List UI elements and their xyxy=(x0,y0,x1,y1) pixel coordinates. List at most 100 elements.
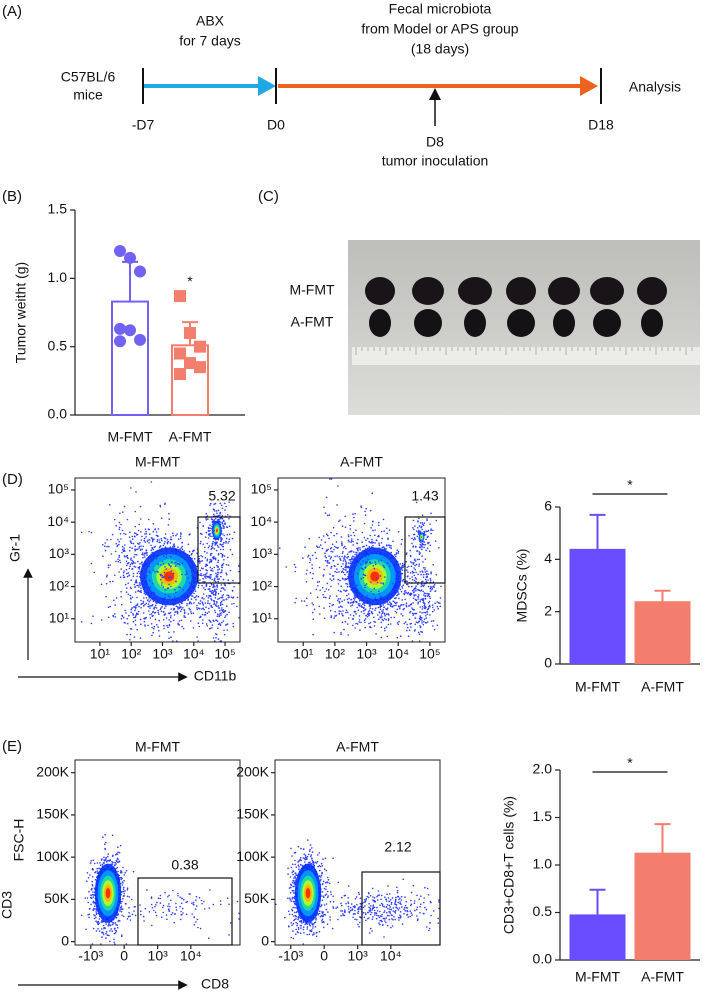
event-dot xyxy=(194,590,197,592)
event-dot xyxy=(309,571,312,574)
event-dot xyxy=(430,620,433,622)
event-dot xyxy=(172,572,175,575)
event-dot xyxy=(338,571,340,573)
event-dot xyxy=(198,625,201,628)
event-dot xyxy=(125,591,128,593)
event-dot xyxy=(415,585,417,587)
day-label: -D7 xyxy=(132,117,155,133)
event-dot xyxy=(174,565,177,567)
event-dot xyxy=(145,559,148,562)
event-dot xyxy=(211,547,213,550)
event-dot xyxy=(138,586,140,588)
event-dot xyxy=(114,922,117,924)
event-dot xyxy=(424,544,427,546)
event-dot xyxy=(209,558,211,561)
event-dot xyxy=(145,558,148,560)
event-dot xyxy=(374,542,376,544)
event-dot xyxy=(427,594,430,596)
event-dot xyxy=(211,627,213,629)
event-dot xyxy=(366,561,369,563)
event-dot xyxy=(426,519,428,521)
event-dot xyxy=(213,513,215,516)
event-dot xyxy=(135,615,137,617)
event-dot xyxy=(335,541,338,543)
event-dot xyxy=(115,930,118,932)
event-dot xyxy=(217,565,219,568)
event-dot xyxy=(371,602,373,605)
event-dot xyxy=(364,621,366,624)
event-dot xyxy=(150,903,153,906)
event-dot xyxy=(206,575,209,578)
event-dot xyxy=(355,554,358,556)
event-dot xyxy=(137,590,140,592)
event-dot xyxy=(406,575,409,578)
event-dot xyxy=(210,604,212,607)
event-dot xyxy=(147,599,149,601)
event-dot xyxy=(224,522,226,524)
event-dot xyxy=(209,554,212,556)
event-dot xyxy=(390,616,393,619)
event-dot xyxy=(343,555,346,557)
event-dot xyxy=(201,608,203,610)
event-dot xyxy=(208,628,211,630)
event-dot xyxy=(119,512,121,515)
event-dot xyxy=(200,555,202,557)
event-dot xyxy=(125,555,128,557)
event-dot xyxy=(170,602,173,605)
event-dot xyxy=(88,890,90,893)
event-dot xyxy=(346,583,349,585)
event-dot xyxy=(122,574,125,577)
event-dot xyxy=(378,544,381,546)
x-tick-label: 10¹ xyxy=(90,646,111,662)
event-dot xyxy=(165,603,167,605)
event-dot xyxy=(324,512,327,514)
event-dot xyxy=(114,616,117,618)
event-dot xyxy=(169,598,172,601)
event-dot xyxy=(184,616,187,619)
event-dot xyxy=(169,546,172,548)
event-dot xyxy=(135,534,138,536)
event-dot xyxy=(140,531,142,533)
event-dot xyxy=(403,593,406,596)
event-dot xyxy=(342,551,344,553)
event-dot xyxy=(134,624,137,626)
event-dot xyxy=(373,616,375,619)
event-dot xyxy=(207,600,209,602)
event-dot xyxy=(120,906,123,909)
event-dot xyxy=(214,577,216,580)
event-dot xyxy=(103,859,105,861)
event-dot xyxy=(425,580,428,583)
y-tick-label: 10¹ xyxy=(252,609,273,625)
event-dot xyxy=(122,908,124,910)
event-dot xyxy=(423,592,426,594)
event-dot xyxy=(429,614,431,616)
event-dot xyxy=(226,594,228,596)
event-dot xyxy=(168,600,171,602)
event-dot xyxy=(181,548,184,551)
event-dot xyxy=(340,565,343,568)
event-dot xyxy=(306,597,308,599)
event-dot xyxy=(369,604,371,607)
event-dot xyxy=(228,501,230,504)
event-dot xyxy=(186,900,189,903)
y-tick-label: 10³ xyxy=(252,545,273,561)
event-dot xyxy=(209,560,211,563)
event-dot xyxy=(134,581,137,584)
event-dot xyxy=(432,529,434,532)
event-dot xyxy=(385,626,388,628)
event-dot xyxy=(345,562,348,564)
event-dot xyxy=(197,595,200,598)
event-dot xyxy=(178,624,180,626)
event-dot xyxy=(217,559,220,562)
event-dot xyxy=(362,546,364,548)
event-dot xyxy=(165,600,168,603)
event-dot xyxy=(141,552,144,554)
event-dot xyxy=(373,567,376,570)
event-dot xyxy=(173,631,175,633)
event-dot xyxy=(307,556,309,558)
event-dot xyxy=(162,544,165,547)
tumor xyxy=(414,309,442,337)
event-dot xyxy=(203,900,205,903)
event-dot xyxy=(205,519,208,521)
event-dot xyxy=(354,610,357,613)
